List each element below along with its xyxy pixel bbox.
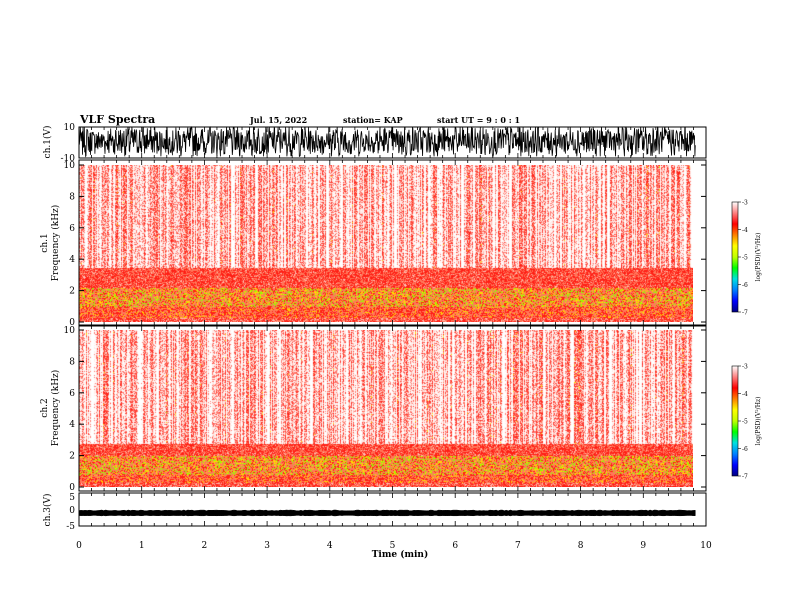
ytick-label: 8: [69, 192, 75, 202]
ch3-waveform-panel: 5 0 -5 ch.3(V): [42, 492, 707, 532]
xtick-label: 8: [578, 541, 584, 551]
colorbar-label: log(PSD)(V²/Hz): [755, 233, 762, 282]
xtick-label: 5: [390, 541, 396, 551]
ch2-colorbar: -3 -4 -5 -6 -7 log(PSD)(V²/Hz): [731, 364, 762, 481]
ch1-waveform-ylabel: ch.1(V): [42, 126, 53, 159]
colorbar-tick-label: -7: [742, 310, 748, 317]
ytick-label: 4: [69, 420, 75, 430]
ch3-ytick-mid: 0: [69, 506, 75, 516]
ytick-label: 0: [69, 318, 75, 328]
colorbar-label: log(PSD)(V²/Hz): [755, 397, 762, 446]
ch1-channel-label: ch.1: [40, 233, 50, 252]
xtick-label: 7: [515, 541, 521, 551]
ytick-label: 2: [69, 452, 75, 462]
ch2-frequency-label: Frequency (kHz): [50, 370, 61, 447]
ytick-label: 10: [64, 161, 76, 171]
ch1-colorbar: -3 -4 -5 -6 -7 log(PSD)(V²/Hz): [731, 200, 762, 317]
ytick-label: 6: [69, 224, 75, 234]
ch3-ytick-bottom: -5: [66, 522, 75, 532]
xtick-label: 2: [202, 541, 208, 551]
colorbar-tick-label: -4: [742, 227, 748, 234]
ytick-label: 4: [69, 255, 75, 265]
colorbar-tick-label: -5: [742, 255, 748, 262]
ch3-ytick-top: 5: [69, 493, 75, 503]
ch3-waveform-trace: [78, 509, 696, 517]
colorbar-bar: [731, 365, 739, 477]
ch1-spectrogram-panel: 0 2 4 6 8 10 ch.1 Frequency (kHz): [40, 159, 707, 328]
ch2-spectrogram-yticks: 0 2 4 6 8 10: [64, 326, 706, 493]
ch1-frequency-label: Frequency (kHz): [50, 205, 61, 282]
colorbar-tick-label: -3: [742, 200, 748, 207]
colorbar-tick-label: -6: [742, 282, 748, 289]
ytick-label: 10: [64, 326, 76, 336]
ytick-label: 8: [69, 357, 75, 367]
colorbar-tick-label: -3: [742, 364, 748, 371]
xtick-label: 1: [139, 541, 145, 551]
colorbar-tick-label: -7: [742, 474, 748, 481]
ch2-channel-label: ch.2: [40, 398, 50, 417]
colorbar-tick-label: -6: [742, 446, 748, 453]
start-time-label: start UT = 9 : 0 : 1: [437, 115, 520, 125]
colorbar-tick-label: -4: [742, 391, 748, 398]
ch1-ytick-bottom: -10: [61, 154, 76, 164]
xtick-label: 9: [640, 541, 646, 551]
ch1-waveform-trace: [78, 126, 696, 158]
x-axis-label: Time (min): [372, 549, 429, 560]
ytick-label: 2: [69, 287, 75, 297]
ch2-spectrogram-panel: 0 2 4 6 8 10 ch.2 Frequency (kHz): [40, 325, 707, 493]
xtick-label: 3: [264, 541, 270, 551]
colorbar-bar: [731, 201, 739, 313]
xtick-label: 0: [76, 541, 82, 551]
xtick-label: 10: [700, 541, 712, 551]
colorbar-tick-label: -5: [742, 419, 748, 426]
figure-title: VLF Spectra: [79, 113, 155, 126]
station-label: station= KAP: [343, 115, 403, 125]
ch2-spectrogram-image: [79, 330, 693, 487]
time-axis-ticks: 0 1 2 3 4 5 6 7 8 9 10: [76, 127, 712, 551]
xtick-label: 6: [452, 541, 458, 551]
date-label: Jul. 15, 2022: [249, 115, 307, 125]
ch1-ytick-top: 10: [64, 123, 76, 133]
ch1-spectrogram-yticks: 0 2 4 6 8 10: [64, 161, 706, 328]
ch3-waveform-ylabel: ch.3(V): [42, 494, 53, 527]
ch1-spectrogram-image: [79, 165, 693, 322]
xtick-label: 4: [327, 541, 333, 551]
ytick-label: 0: [69, 483, 75, 493]
ytick-label: 6: [69, 389, 75, 399]
